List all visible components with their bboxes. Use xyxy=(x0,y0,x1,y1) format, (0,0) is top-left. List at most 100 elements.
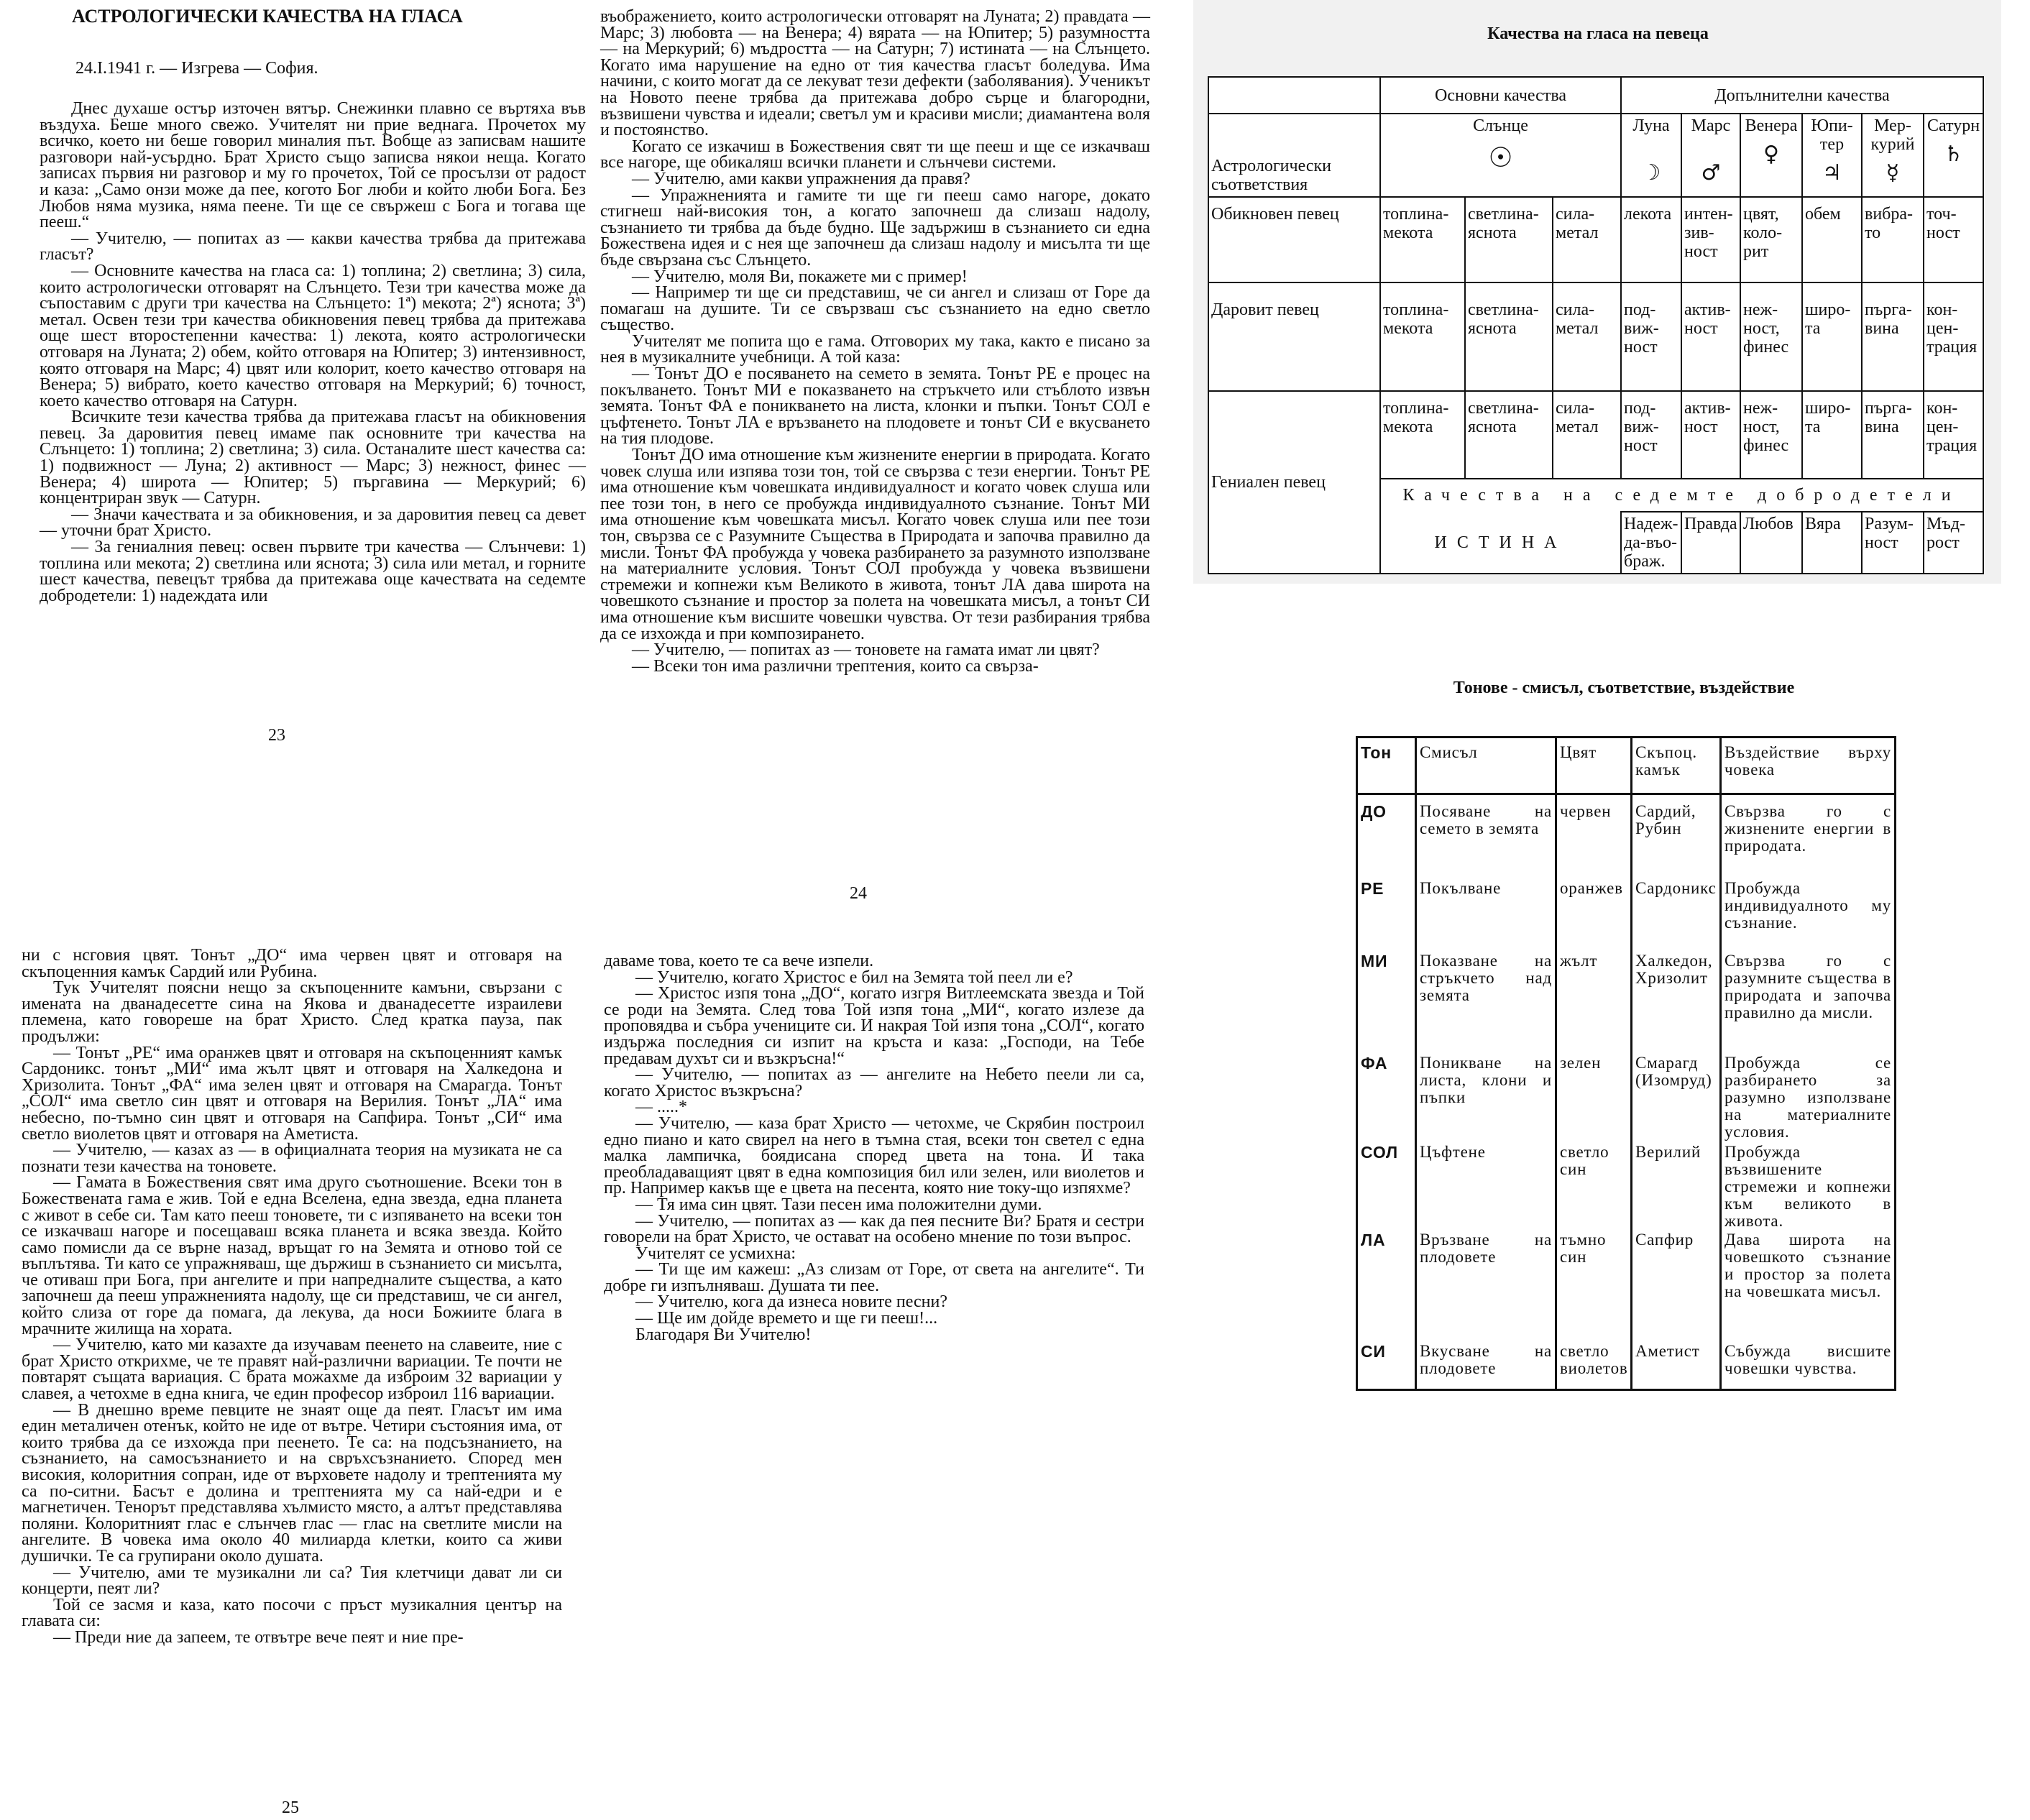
column-divider xyxy=(1630,738,1632,1389)
column-header: Скъпоц. камък xyxy=(1635,743,1697,778)
table-row-genius: Гениален певец топлина-мекота светлина-ясн… xyxy=(1208,390,1985,574)
table-cell: Показване на стръкчето над земята xyxy=(1420,952,1552,1004)
virtue-cell: Надеж­да-въо­браж. xyxy=(1620,511,1682,574)
planet-header-mars: Марс ♂ xyxy=(1681,113,1741,198)
paragraph: — Учителю, моля Ви, покажете ми с пример… xyxy=(632,267,968,286)
paragraph: Днес духаше остър източен вятър. Снежинк… xyxy=(40,99,586,232)
quality-cell: широ­та xyxy=(1801,390,1863,479)
quality-cell: неж­ност, финес xyxy=(1740,282,1803,392)
paragraph: — За гениалния певец: освен първите три … xyxy=(40,538,586,605)
paragraph: Благодаря Ви Учителю! xyxy=(635,1325,812,1344)
paragraph: — Учителю, — каза брат Христо — четохме,… xyxy=(604,1113,1144,1198)
quality-cell: лекота xyxy=(1620,196,1682,283)
column-divider xyxy=(1719,738,1722,1389)
paragraph: — В днешно време певците не знаят още да… xyxy=(22,1400,562,1566)
planet-name: Мер­курий xyxy=(1870,116,1915,154)
paragraph: даваме това, което те са вече изпели. xyxy=(604,952,874,970)
table-cell: Пробужда се разбирането за разумно изпол… xyxy=(1724,1054,1891,1141)
table-cell: Сардоникс xyxy=(1635,879,1717,897)
planet-header-saturn: Са­турн ♄ xyxy=(1922,113,1985,198)
row-label: Гениален певец xyxy=(1208,390,1381,574)
paragraph: Тук Учителят поясни нещо за скъпоценните… xyxy=(22,978,562,1046)
virtues-header: Качества на седемте добродетели xyxy=(1379,478,1985,512)
jupiter-symbol-icon: ♃ xyxy=(1822,160,1842,185)
table-cell: Аметист xyxy=(1635,1342,1700,1360)
table-cell: Пробужда възвишените стремежи и копнежи … xyxy=(1724,1143,1891,1230)
mercury-symbol-icon: ☿ xyxy=(1886,160,1900,185)
table-row-ordinary: Обикновен певец топлина-мекота светлина-яс… xyxy=(1208,196,1985,283)
paragraph: Тонът ДО има отношение към жизнените ене… xyxy=(600,446,1150,643)
table-cell: Свързва го с разумните същества в природ… xyxy=(1724,952,1891,1021)
table-cell: светло виолетов xyxy=(1560,1342,1628,1377)
column-divider xyxy=(1415,738,1417,1389)
tone-label: МИ xyxy=(1361,952,1388,970)
venus-symbol-icon: ♀ xyxy=(1763,142,1779,167)
table-cell: Вкусване на плодовете xyxy=(1420,1342,1552,1377)
quality-cell: под­виж­ност xyxy=(1620,282,1682,392)
paragraph: — Тонът ДО е посяването на семето в земя… xyxy=(600,364,1150,449)
paragraph: въображението, които астрологически отго… xyxy=(600,7,1150,140)
paragraph: — Учителю, — попитах аз — как да пея пес… xyxy=(604,1211,1144,1247)
planet-name: Луна xyxy=(1632,116,1670,135)
column-header: Смисъл xyxy=(1420,743,1478,761)
planet-name: Вене­ра xyxy=(1745,116,1798,135)
paragraph: Когато се изкачиш в Божествения свят ти … xyxy=(600,137,1150,173)
table-cell: жълт xyxy=(1560,952,1598,970)
quality-cell: под­виж­ност xyxy=(1620,390,1682,479)
planet-header-jupiter: Юпи­тер ♃ xyxy=(1801,113,1863,198)
quality-cell: актив­ност xyxy=(1681,282,1741,392)
paragraph: — Учителю, ами какви упражнения да правя… xyxy=(632,169,970,188)
group-header-basic: Основни качества xyxy=(1379,76,1622,114)
quality-cell: цвят, коло­рит xyxy=(1740,196,1803,283)
virtue-cell: Любов xyxy=(1740,511,1803,574)
paragraph: — Упражненията и гамите ти ще ги пееш са… xyxy=(600,185,1150,270)
paragraph: — Учителю, — попитах аз — ангелите на Не… xyxy=(604,1065,1144,1100)
moon-symbol-icon: ☽ xyxy=(1641,160,1661,185)
table-cell: Халкедон, Хризолит xyxy=(1635,952,1713,987)
planet-name: Слънце xyxy=(1473,116,1528,135)
sun-symbol-icon: ☉ xyxy=(1488,142,1513,173)
paragraph: — Учителю, — казах аз — в официалната те… xyxy=(22,1141,562,1176)
table-cell: Събужда висшите човешки чувства. xyxy=(1724,1342,1891,1377)
tones-table: Тон Смисъл Цвят Скъпоц. камък Въздействие въ… xyxy=(1356,736,1896,1391)
page-26-text: даваме това, което те са вече изпели. — У… xyxy=(604,952,1144,1344)
page-24-text: въображението, които астрологически отго… xyxy=(600,7,1150,676)
paragraph: — Тонът „РЕ“ има оранжев цвят и отговаря… xyxy=(22,1043,562,1144)
paragraph: — Учителю, когато Христос е бил на Земят… xyxy=(635,968,1073,987)
tone-label: ДО xyxy=(1361,802,1387,821)
paragraph: — Учителю, като ми казахте да изучавам п… xyxy=(22,1336,562,1404)
quality-cell: неж­ност, финес xyxy=(1740,390,1803,479)
table-cell: червен xyxy=(1560,802,1612,820)
quality-cell: кон­цен­тра­ция xyxy=(1922,282,1985,392)
paragraph: — Основните качества на гласа са: 1) топ… xyxy=(40,261,586,410)
table-cell: зелен xyxy=(1560,1054,1602,1072)
table-row-gifted: Даровит певец топлина-мекота светлина-ясно… xyxy=(1208,282,1985,392)
quality-cell: сила-метал xyxy=(1552,282,1622,392)
page-23-text: Днес духаше остър източен вятър. Снежинк… xyxy=(40,99,586,605)
group-header-additional: Допълнителни качества xyxy=(1620,76,1985,114)
paragraph: — Ще им дойде времето и ще ги пееш!... xyxy=(635,1309,938,1328)
quality-cell: кон­цен­тра­ция xyxy=(1922,390,1985,479)
paragraph: — Учителю, — попитах аз — какви качества… xyxy=(40,229,586,265)
table-cell: оранжев xyxy=(1560,879,1623,897)
paragraph: — Например ти ще си представиш, че си ан… xyxy=(600,283,1150,335)
page-number-25: 25 xyxy=(282,1798,299,1817)
table-cell: Поникване на листа, клони и пъпки xyxy=(1420,1054,1552,1106)
table-cell: светло син xyxy=(1560,1143,1609,1178)
virtue-cell: Разум­ност xyxy=(1861,511,1924,574)
quality-cell: топлина-мекота xyxy=(1379,282,1466,392)
virtue-truth: ИСТИНА xyxy=(1379,512,1622,574)
page-25-text: ни с нсговия цвят. Тонът „ДО“ има червен… xyxy=(22,947,562,1646)
paragraph: ни с нсговия цвят. Тонът „ДО“ има червен… xyxy=(22,946,562,981)
tone-label: ФА xyxy=(1361,1054,1388,1072)
quality-cell: точ­ност xyxy=(1922,196,1985,283)
paragraph: — Всеки тон има различни трептения, коит… xyxy=(632,656,1039,676)
paragraph: — Тя има син цвят. Тази песен има положи… xyxy=(635,1195,1042,1214)
paragraph: — Учителю, кога да изнеса новите песни? xyxy=(635,1292,948,1312)
paragraph: — Учителю, — попитах аз — тоновете на га… xyxy=(632,640,1100,660)
header-divider xyxy=(1358,793,1894,795)
paragraph: Всичките тези качества трябва да притежа… xyxy=(40,408,586,508)
quality-cell: обем xyxy=(1801,196,1863,283)
article-title: АСТРОЛОГИЧЕСКИ КАЧЕСТВА НА ГЛАСА xyxy=(72,6,463,27)
quality-cell: пърга­вина xyxy=(1861,390,1924,479)
